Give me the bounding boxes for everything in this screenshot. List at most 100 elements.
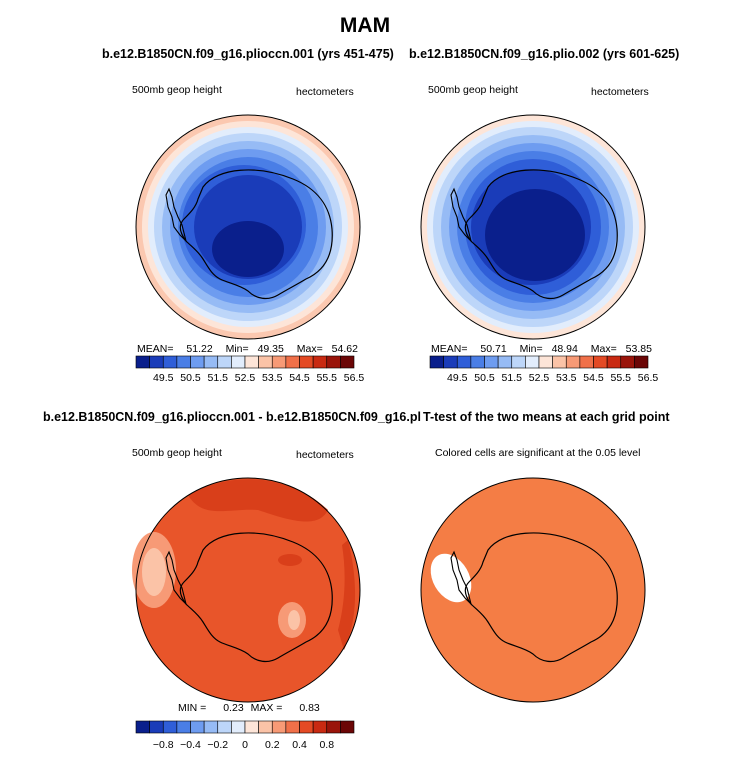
colorbar-swatch bbox=[285, 720, 300, 734]
colorbar-tick-label: 52.5 bbox=[235, 372, 256, 384]
colorbar-swatch bbox=[190, 355, 205, 369]
colorbar-swatch bbox=[162, 355, 178, 369]
colorbar-swatch bbox=[285, 355, 300, 369]
colorbar-tick-label: 0.4 bbox=[292, 739, 307, 751]
colorbar-swatch bbox=[340, 355, 355, 369]
mean-label: MEAN= bbox=[137, 343, 174, 355]
colorbar-swatch bbox=[552, 355, 567, 369]
colorbar-swatch bbox=[470, 355, 485, 369]
colorbar-tick-label: 54.5 bbox=[289, 372, 310, 384]
colorbar-tick-label: 56.5 bbox=[638, 372, 659, 384]
colorbar-swatch bbox=[511, 355, 526, 369]
colorbar-swatch bbox=[299, 355, 314, 369]
significance-note: Colored cells are significant at the 0.0… bbox=[435, 447, 641, 459]
min-value: 49.35 bbox=[257, 343, 284, 355]
colorbar-tick-label: 0.8 bbox=[319, 739, 334, 751]
colorbar-swatch bbox=[565, 355, 581, 369]
min-label: Min= bbox=[225, 343, 249, 355]
colorbar-swatch bbox=[525, 355, 540, 369]
colorbar-tick-label: 51.5 bbox=[208, 372, 229, 384]
colorbar-swatch bbox=[271, 720, 287, 734]
min-value: 48.94 bbox=[551, 343, 578, 355]
colorbar-swatch bbox=[326, 355, 341, 369]
colorbar-swatch bbox=[135, 720, 150, 734]
colorbar-tick-label: −0.2 bbox=[207, 739, 228, 751]
colorbar-swatch bbox=[135, 355, 150, 369]
colorbar-swatch bbox=[312, 720, 328, 734]
colorbar-tick-label: 49.5 bbox=[447, 372, 468, 384]
colorbar-tick-label: 50.5 bbox=[474, 372, 495, 384]
colorbar-tick-label: 53.5 bbox=[262, 372, 283, 384]
map-boundary bbox=[420, 114, 646, 340]
colorbar-swatch bbox=[538, 355, 553, 369]
map-panel-bl bbox=[132, 477, 361, 703]
colorbar-bl: −0.8 −0.4 −0.2 0 0.2 0.4 0.8 bbox=[135, 720, 355, 751]
map-panel-tl bbox=[135, 114, 361, 340]
colorbar-swatch bbox=[593, 355, 608, 369]
colorbar-swatch bbox=[497, 355, 513, 369]
colorbar-swatch bbox=[149, 720, 164, 734]
figure-title: MAM bbox=[339, 14, 391, 37]
max-value: 0.83 bbox=[299, 702, 320, 714]
colorbar-swatch bbox=[606, 355, 622, 369]
colorbar-swatch bbox=[326, 720, 341, 734]
colorbar-swatch bbox=[190, 720, 205, 734]
colorbar-swatch bbox=[429, 355, 444, 369]
colorbar-swatch bbox=[244, 355, 259, 369]
colorbar-swatch bbox=[176, 355, 191, 369]
colorbar-swatch bbox=[217, 355, 232, 369]
colorbar-swatch bbox=[217, 720, 232, 734]
panel-title-bl: b.e12.B1850CN.f09_g16.plioccn.001 - b.e1… bbox=[43, 410, 457, 424]
colorbar-swatch bbox=[634, 355, 649, 369]
colorbar-swatch bbox=[579, 355, 594, 369]
map-significant-fill bbox=[421, 478, 645, 702]
panel-title-tl: b.e12.B1850CN.f09_g16.plioccn.001 (yrs 4… bbox=[102, 47, 394, 61]
map-anomaly-3 bbox=[278, 554, 302, 566]
colorbar-tick-label: 0.2 bbox=[265, 739, 280, 751]
map-base-fill bbox=[136, 478, 360, 702]
max-label: Max= bbox=[590, 343, 617, 355]
colorbar-swatch bbox=[312, 355, 328, 369]
colorbar-tick-label: −0.8 bbox=[153, 739, 174, 751]
min-label: MIN = bbox=[178, 702, 207, 714]
colorbar-swatch bbox=[258, 720, 273, 734]
map-boundary bbox=[420, 477, 646, 703]
colorbar-swatch bbox=[620, 355, 635, 369]
max-value: 54.62 bbox=[331, 343, 358, 355]
panel-title-br: T-test of the two means at each grid poi… bbox=[421, 410, 670, 424]
stats-tr: MEAN= 50.71 Min= 48.94 Max= 53.85 bbox=[431, 343, 652, 355]
colorbar-swatch bbox=[176, 720, 191, 734]
panel-title-tr: b.e12.B1850CN.f09_g16.plio.002 (yrs 601-… bbox=[409, 47, 680, 61]
colorbar-tick-label: 56.5 bbox=[344, 372, 365, 384]
variable-label-bl: 500mb geop height bbox=[132, 447, 222, 459]
colorbar-swatch bbox=[149, 355, 164, 369]
stats-tl: MEAN= 51.22 Min= 49.35 Max= 54.62 bbox=[137, 343, 358, 355]
colorbar-tick-label: −0.4 bbox=[180, 739, 201, 751]
stats-bl: MIN = 0.23 MAX = 0.83 bbox=[178, 702, 320, 714]
colorbar-swatch bbox=[231, 720, 246, 734]
colorbar-tick-label: 51.5 bbox=[502, 372, 523, 384]
colorbar-tick-label: 50.5 bbox=[180, 372, 201, 384]
variable-label-tl: 500mb geop height bbox=[132, 84, 222, 96]
units-label-tr: hectometers bbox=[591, 86, 649, 98]
units-label-tl: hectometers bbox=[296, 86, 354, 98]
map-panel-tr bbox=[420, 114, 646, 340]
colorbar-tick-label: 54.5 bbox=[583, 372, 604, 384]
map-anomaly-4 bbox=[338, 540, 356, 650]
colorbar-tick-label: 55.5 bbox=[317, 372, 338, 384]
colorbar-swatch bbox=[271, 355, 287, 369]
map-anomaly-2-core bbox=[288, 610, 300, 630]
colorbar-tick-label: 55.5 bbox=[611, 372, 632, 384]
units-label-bl: hectometers bbox=[296, 449, 354, 461]
max-label: Max= bbox=[296, 343, 323, 355]
colorbar-swatch bbox=[340, 720, 355, 734]
max-value: 53.85 bbox=[625, 343, 652, 355]
colorbar-swatch bbox=[244, 720, 259, 734]
colorbar-tr: 49.5 50.5 51.5 52.5 53.5 54.5 55.5 56.5 bbox=[429, 355, 659, 384]
map-boundary bbox=[135, 477, 361, 703]
map-positive-anomaly-core bbox=[142, 548, 166, 596]
min-label: Min= bbox=[519, 343, 543, 355]
colorbar-swatch bbox=[231, 355, 246, 369]
map-low-core bbox=[485, 189, 585, 281]
mean-value: 51.22 bbox=[186, 343, 213, 355]
